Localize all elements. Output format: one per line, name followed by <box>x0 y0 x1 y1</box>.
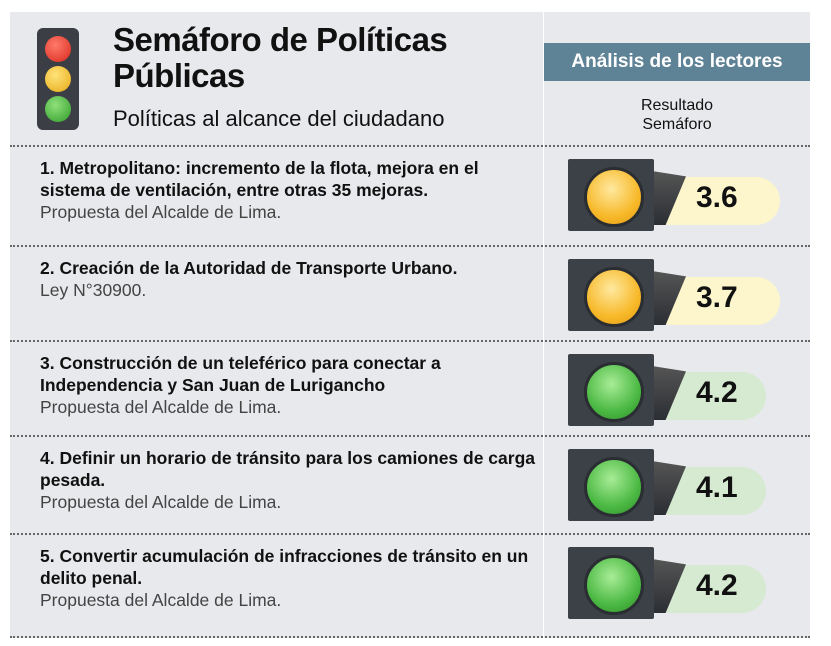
policy-row: 4. Definir un horario de tránsito para l… <box>10 435 810 533</box>
yellow-light-icon <box>584 167 644 227</box>
policy-title: 3. Construcción de un teleférico para co… <box>40 353 441 395</box>
page-subtitle: Políticas al alcance del ciudadano <box>113 106 445 131</box>
policy-source: Ley N°30900. <box>40 280 147 300</box>
traffic-light-score: 4.2 <box>568 354 783 426</box>
green-light-icon <box>584 362 644 422</box>
row-separator <box>10 435 810 437</box>
green-light-icon <box>584 457 644 517</box>
traffic-light-score: 3.7 <box>568 259 783 331</box>
score-value: 3.7 <box>696 281 738 314</box>
policy-title: 4. Definir un horario de tránsito para l… <box>40 448 535 490</box>
row-separator <box>10 340 810 342</box>
signal-box <box>568 259 654 331</box>
policy-title: 1. Metropolitano: incremento de la flota… <box>40 158 479 200</box>
traffic-light-icon <box>25 28 91 130</box>
page-title: Semáforo de Políticas Públicas <box>113 21 448 94</box>
score-value: 4.2 <box>696 569 738 602</box>
signal-box <box>568 547 654 619</box>
policy-row: 5. Convertir acumulación de infracciones… <box>10 533 810 635</box>
signal-box <box>568 354 654 426</box>
policy-source: Propuesta del Alcalde de Lima. <box>40 590 282 610</box>
traffic-light-score: 4.2 <box>568 547 783 619</box>
yellow-light-icon <box>584 267 644 327</box>
row-separator <box>10 145 810 147</box>
signal-box <box>568 449 654 521</box>
traffic-light-score: 4.1 <box>568 449 783 521</box>
policy-title: 5. Convertir acumulación de infracciones… <box>40 546 529 588</box>
policy-source: Propuesta del Alcalde de Lima. <box>40 397 282 417</box>
score-value: 3.6 <box>696 181 738 214</box>
traffic-light-score: 3.6 <box>568 159 783 231</box>
policy-title: 2. Creación de la Autoridad de Transport… <box>40 258 458 278</box>
row-separator <box>10 245 810 247</box>
readers-analysis-badge: Análisis de los lectores <box>544 43 810 81</box>
policy-source: Propuesta del Alcalde de Lima. <box>40 202 282 222</box>
policy-row: 1. Metropolitano: incremento de la flota… <box>10 145 810 245</box>
score-value: 4.1 <box>696 471 738 504</box>
column-divider <box>543 12 544 638</box>
result-column-label: Resultado Semáforo <box>640 97 714 133</box>
score-value: 4.2 <box>696 376 738 409</box>
row-separator <box>10 636 810 638</box>
green-light-icon <box>584 555 644 615</box>
row-separator <box>10 533 810 535</box>
policy-row: 2. Creación de la Autoridad de Transport… <box>10 245 810 340</box>
signal-box <box>568 159 654 231</box>
policy-row: 3. Construcción de un teleférico para co… <box>10 340 810 435</box>
policy-source: Propuesta del Alcalde de Lima. <box>40 492 282 512</box>
